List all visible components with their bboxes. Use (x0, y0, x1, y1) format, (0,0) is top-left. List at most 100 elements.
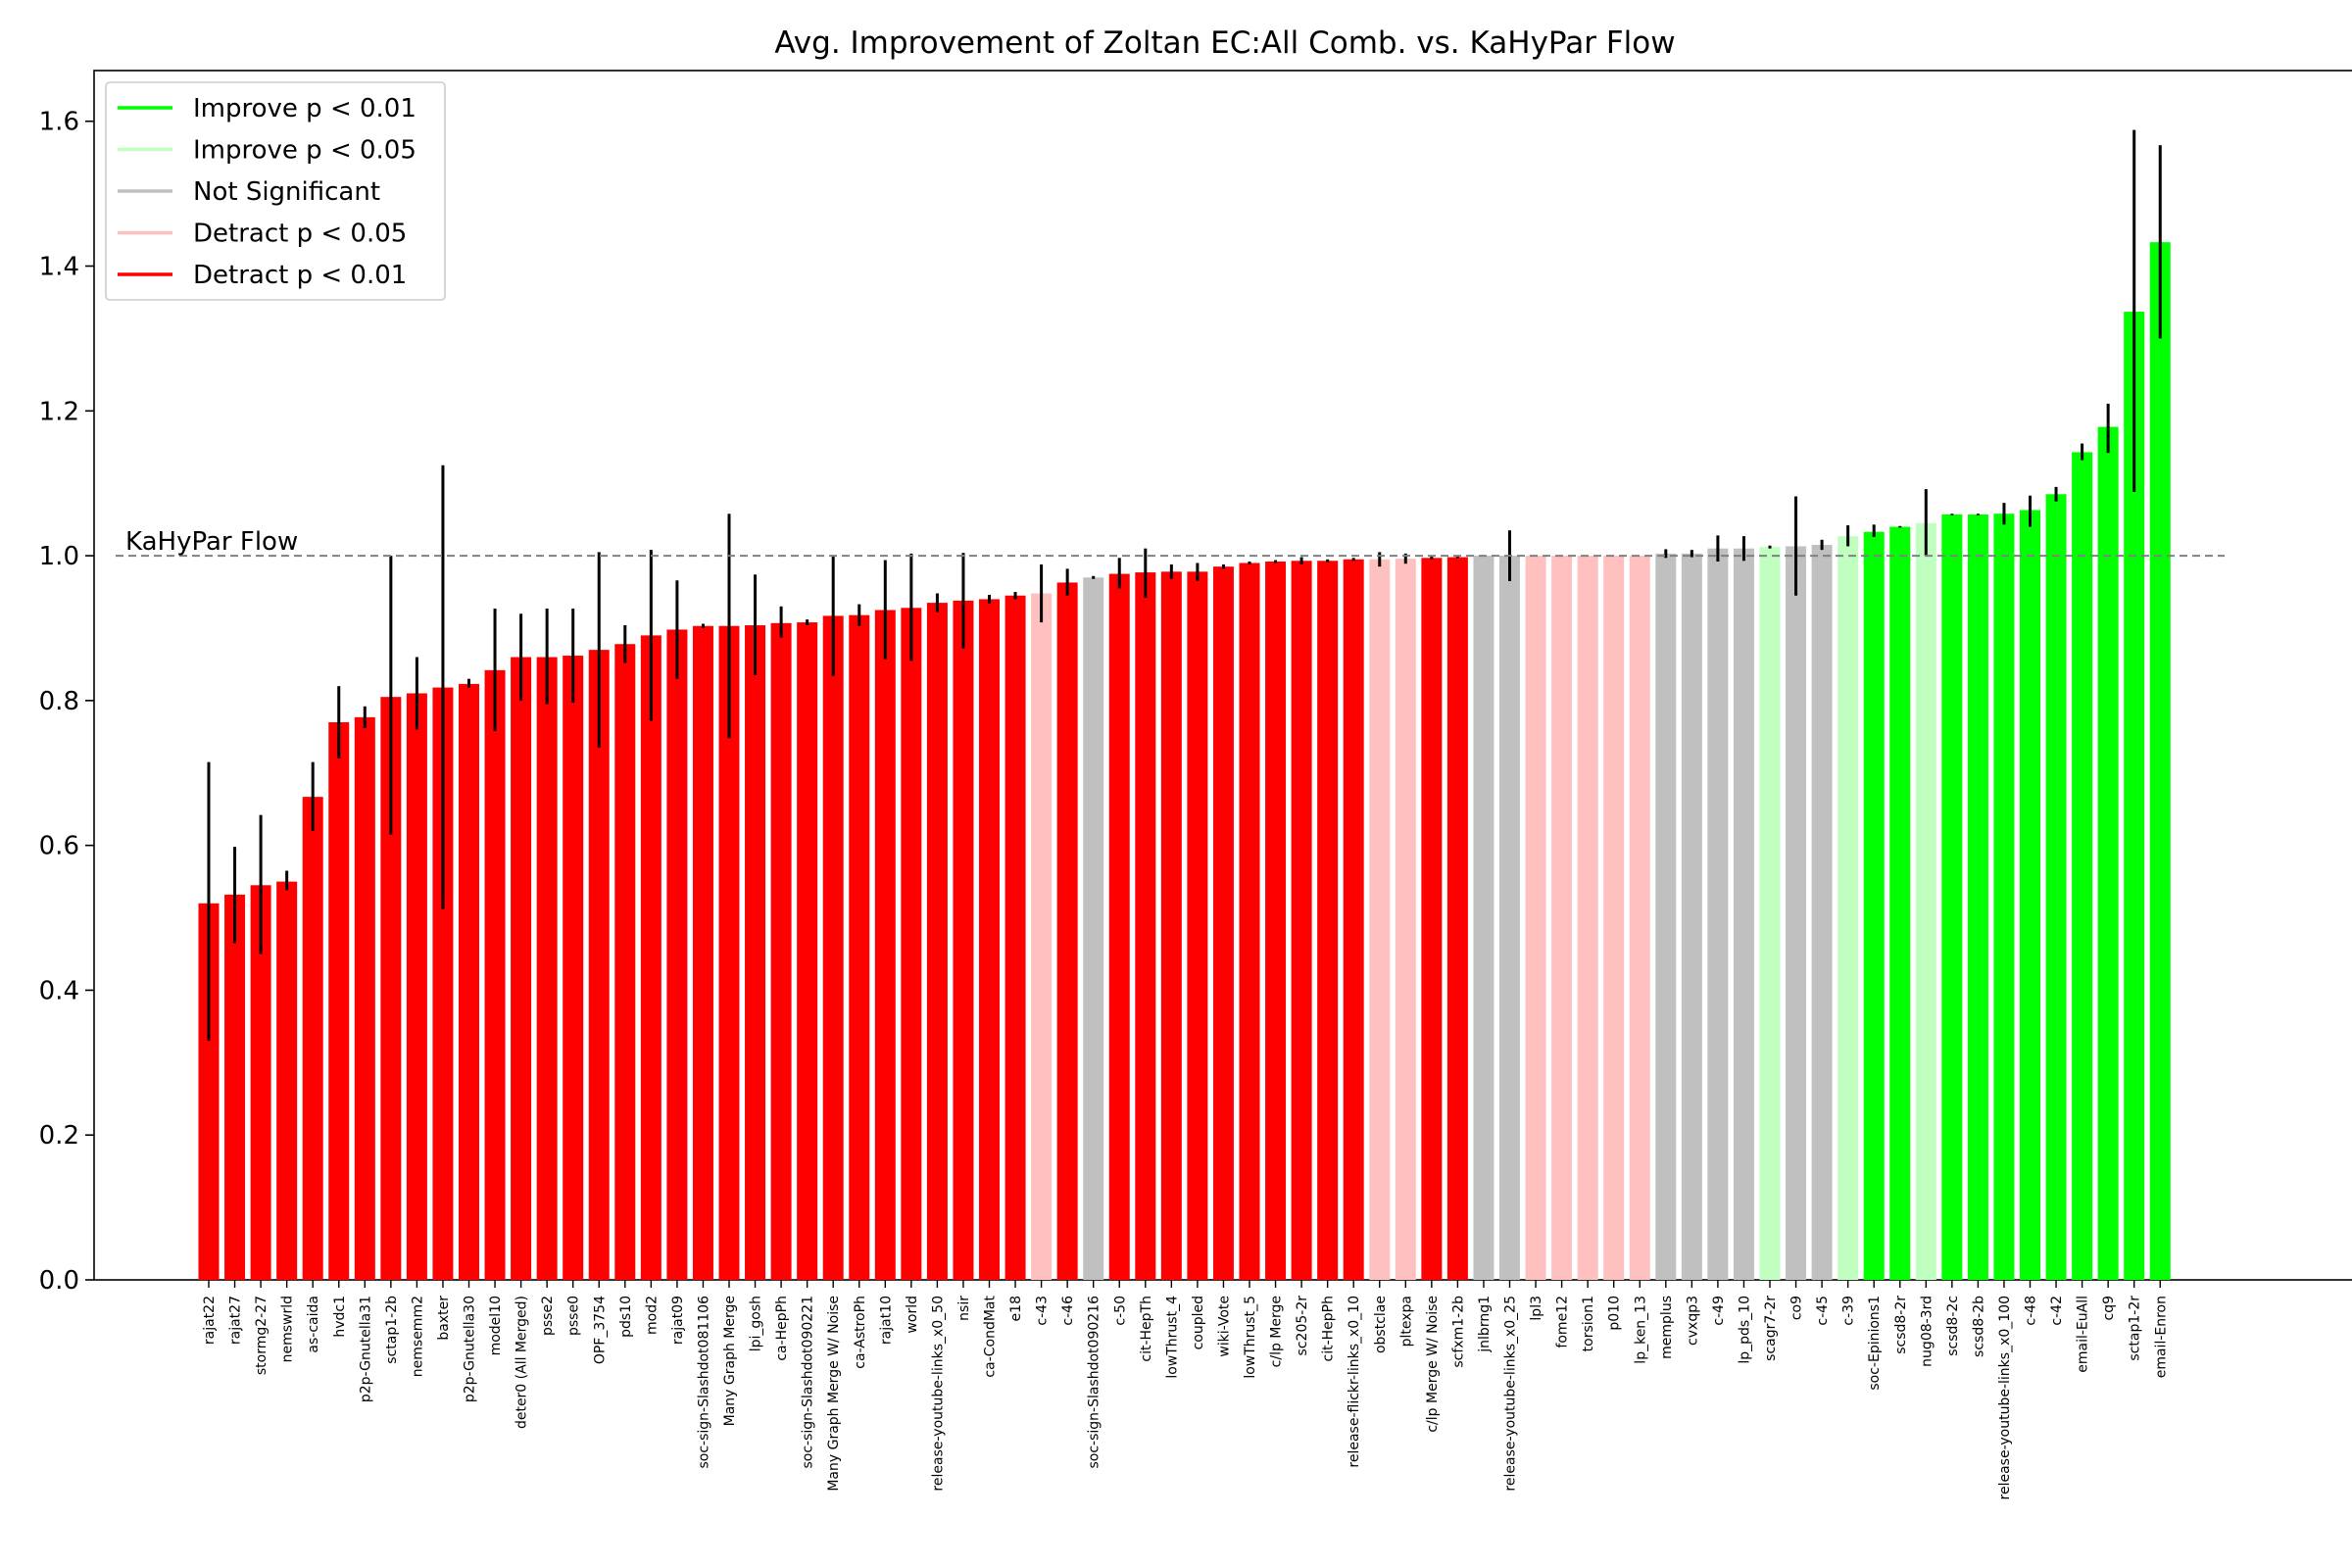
bar (1577, 556, 1598, 1280)
bar (432, 687, 454, 1280)
bar (926, 603, 948, 1280)
x-tick-label: scagr7-2r (1763, 1296, 1779, 1361)
x-tick-label: OPF_3754 (592, 1296, 608, 1364)
bar (953, 600, 974, 1280)
x-tick-label: model10 (488, 1296, 504, 1355)
x-tick-label: lpi_gosh (749, 1296, 764, 1351)
bar (1707, 548, 1729, 1280)
bar (250, 885, 271, 1280)
bar (874, 610, 896, 1280)
bar (536, 657, 558, 1280)
bar (563, 656, 584, 1280)
x-tick-label: e18 (1008, 1296, 1024, 1321)
x-tick-label: soc-Epinions1 (1867, 1296, 1883, 1391)
x-tick-label: sctap1-2b (384, 1296, 400, 1364)
x-tick-label: rajat09 (670, 1296, 686, 1345)
x-tick-label: soc-sign-Slashdot081106 (696, 1296, 711, 1469)
bar (198, 903, 220, 1280)
x-tick-label: p010 (1607, 1296, 1623, 1331)
bar (2124, 312, 2145, 1281)
bar (1733, 548, 1754, 1280)
x-tick-label: ca-HepPh (774, 1296, 790, 1361)
x-axis: rajat22 rajat27 stormg2-27 nemswrld as-caida… (202, 1280, 2169, 1499)
bar (979, 599, 1000, 1280)
y-tick-label: 1.4 (39, 253, 79, 282)
legend: Improve p < 0.01 Improve p < 0.05 Not Sign… (105, 81, 446, 301)
x-tick-label: cit-HepPh (1321, 1296, 1337, 1361)
x-tick-label: stormg2-27 (254, 1296, 270, 1375)
bar (354, 716, 375, 1280)
x-tick-label: nsir (956, 1296, 972, 1321)
chart-title: Avg. Improvement of Zoltan EC:All Comb. … (774, 25, 1675, 61)
x-tick-label: release-youtube-links_x0_50 (930, 1296, 946, 1492)
x-tick-label: lpl3 (1529, 1296, 1544, 1321)
x-tick-label: cit-HepTh (1139, 1296, 1154, 1362)
bar (1941, 514, 1963, 1280)
bar (1889, 526, 1911, 1280)
legend-label: Improve p < 0.01 (193, 94, 416, 123)
x-tick-label: scsd8-2r (1893, 1296, 1909, 1354)
bar (1786, 546, 1807, 1280)
bar (1655, 553, 1677, 1280)
x-tick-label: cq9 (2101, 1296, 2117, 1321)
x-tick-label: rajat27 (228, 1296, 244, 1345)
x-tick-label: cvxqp3 (1685, 1296, 1700, 1346)
x-tick-label: release-flickr-links_x0_10 (1347, 1296, 1362, 1468)
bar (1421, 558, 1443, 1280)
bar (328, 722, 350, 1280)
bar (511, 657, 532, 1280)
bar (484, 669, 506, 1280)
bar (1160, 571, 1182, 1280)
bar (1108, 573, 1130, 1280)
x-tick-label: soc-sign-Slashdot090216 (1087, 1296, 1102, 1469)
y-tick-label: 1.2 (39, 397, 79, 426)
x-tick-label: sc205-2r (1295, 1296, 1310, 1356)
bar (640, 635, 662, 1280)
y-tick-label: 1.6 (39, 108, 79, 137)
x-tick-label: scfxm1-2b (1450, 1296, 1466, 1368)
legend-label: Improve p < 0.05 (193, 136, 416, 166)
bar (1811, 544, 1833, 1280)
x-tick-label: c-46 (1060, 1296, 1076, 1326)
bars (198, 129, 2171, 1281)
x-tick-label: coupled (1191, 1296, 1206, 1349)
bar (380, 697, 402, 1280)
y-tick-label: 0.8 (39, 687, 79, 716)
bar (1083, 577, 1104, 1280)
bar (614, 644, 636, 1280)
bar (1967, 514, 1988, 1280)
y-tick-label: 0.6 (39, 832, 79, 861)
bar (2020, 510, 2040, 1280)
x-tick-label: mod2 (644, 1296, 660, 1335)
bar (406, 693, 427, 1280)
x-tick-label: psse0 (566, 1296, 582, 1336)
bar (1395, 559, 1416, 1280)
bar (1863, 531, 1885, 1280)
x-tick-label: lowThrust_4 (1164, 1296, 1180, 1379)
bar (1291, 561, 1312, 1280)
bar (1838, 536, 1859, 1280)
bar (1473, 556, 1494, 1280)
x-tick-label: scsd8-2b (1971, 1296, 1986, 1357)
x-tick-label: email-EuAll (2076, 1296, 2091, 1373)
x-tick-label: Many Graph Merge W/ Noise (826, 1296, 842, 1492)
bar (2097, 426, 2119, 1281)
bar (1265, 561, 1287, 1280)
bar (276, 881, 298, 1280)
bar (1369, 559, 1391, 1280)
y-tick-label: 0.0 (39, 1266, 79, 1296)
x-tick-label: jnlbrng1 (1477, 1296, 1493, 1353)
bar (1499, 556, 1520, 1280)
x-tick-label: lp_ken_13 (1633, 1296, 1648, 1364)
legend-box (105, 81, 446, 301)
x-tick-label: torsion1 (1581, 1296, 1596, 1351)
x-tick-label: nug08-3rd (1919, 1296, 1935, 1367)
y-axis: 0.0 0.2 0.4 0.6 0.8 1.0 1.2 1.4 1.6 (39, 108, 94, 1296)
x-tick-label: wiki-Vote (1216, 1296, 1232, 1357)
bar (1135, 572, 1156, 1280)
x-tick-label: pds10 (618, 1296, 634, 1338)
x-tick-label: rajat22 (202, 1296, 218, 1345)
x-tick-label: lp_pds_10 (1737, 1296, 1752, 1364)
x-tick-label: memplus (1659, 1296, 1675, 1359)
